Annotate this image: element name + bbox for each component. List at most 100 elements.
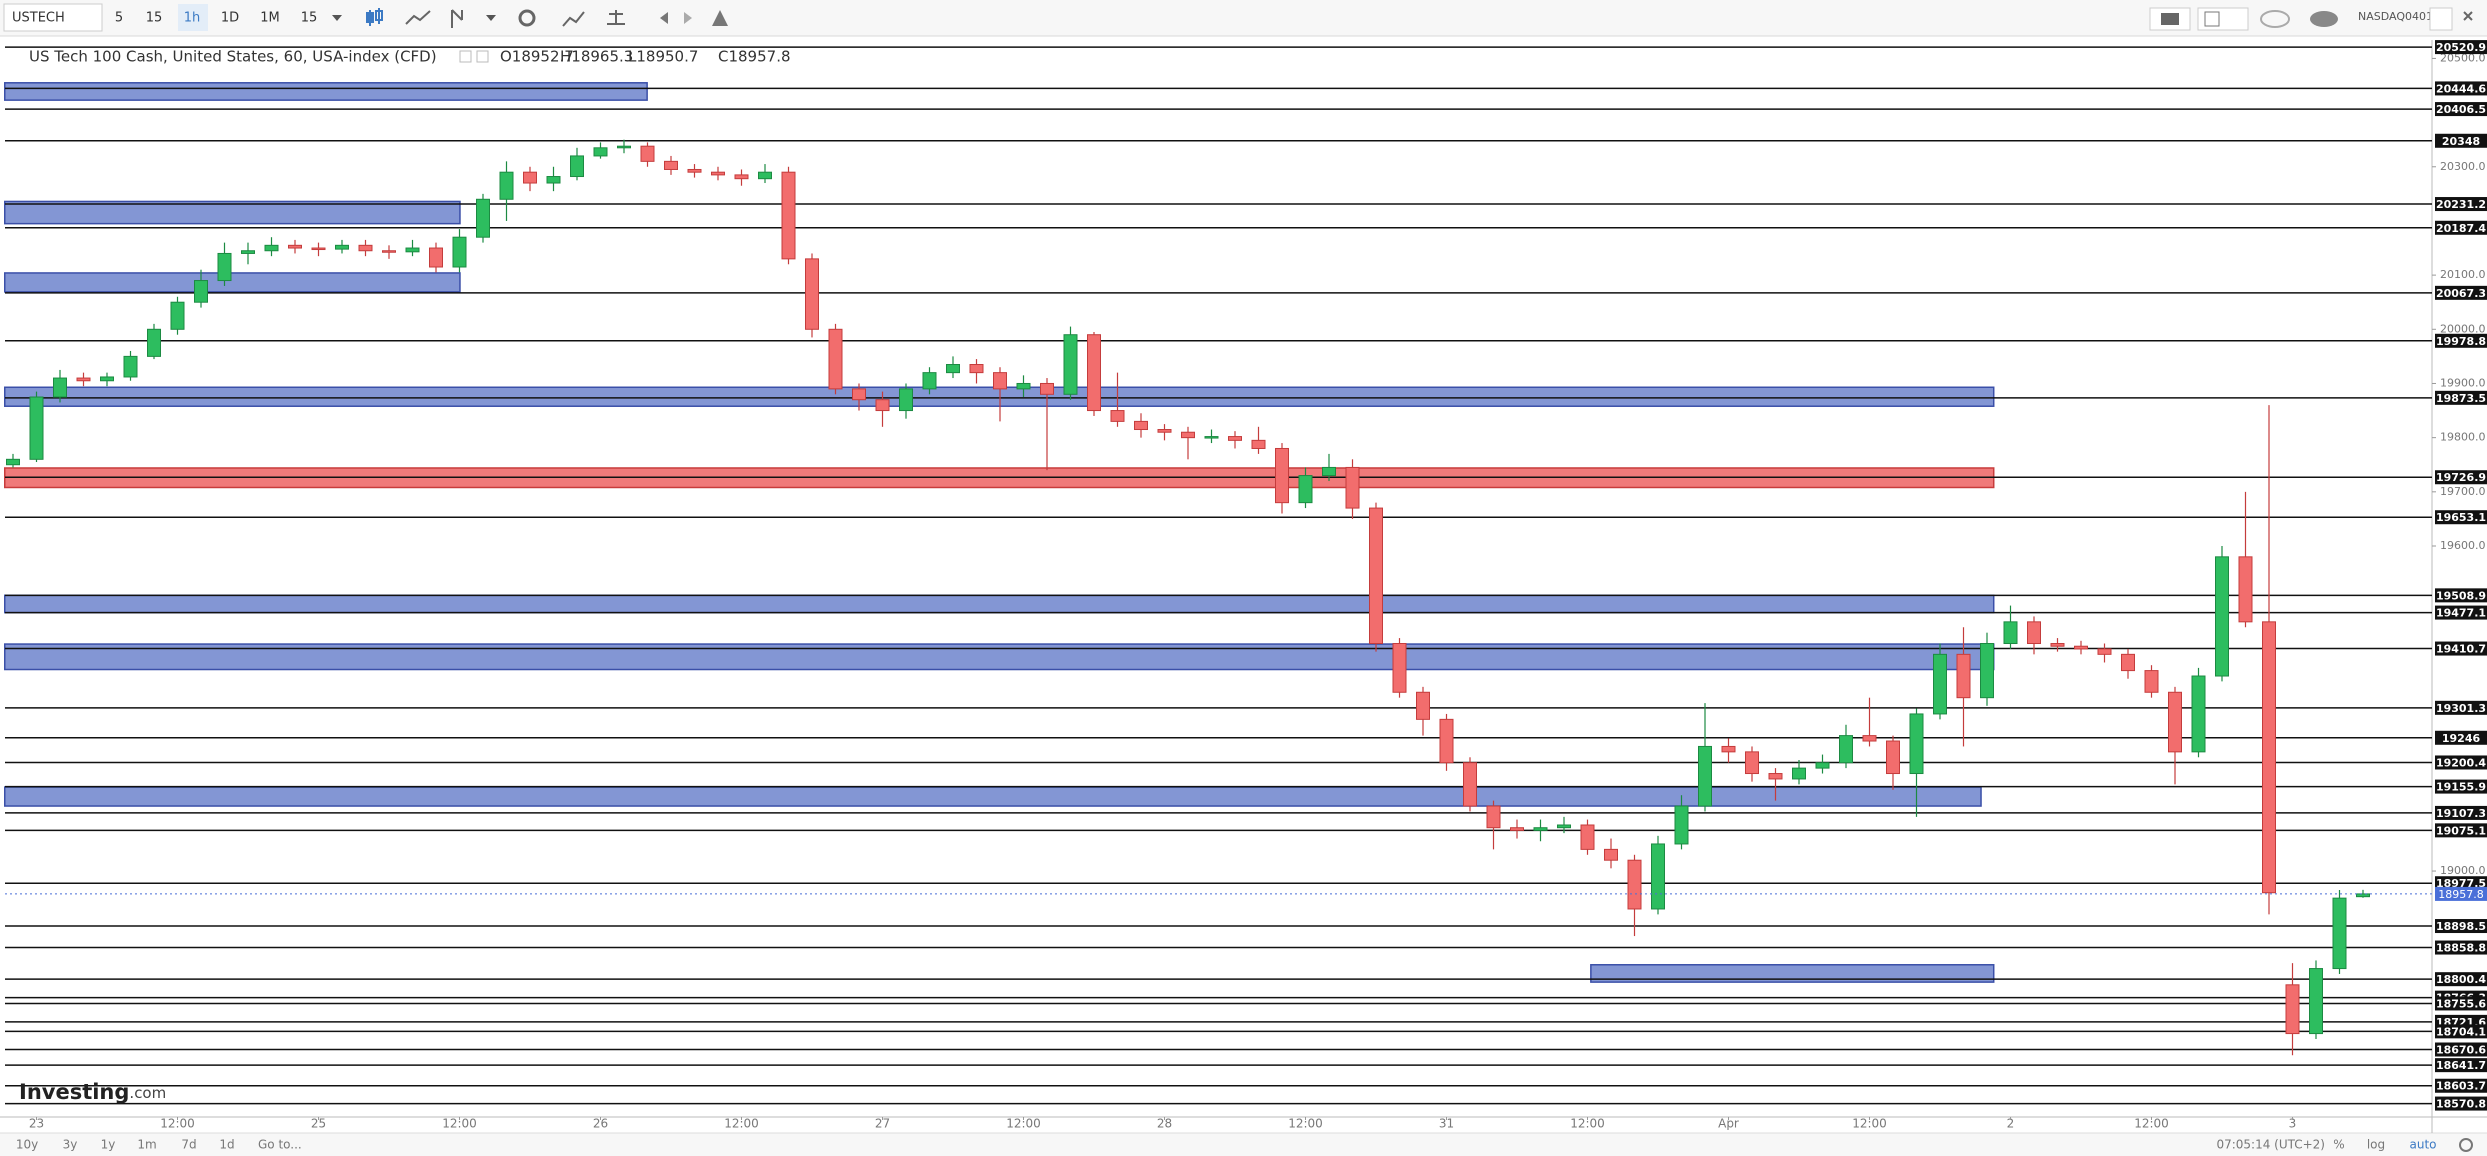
level-label: 19653.1 [2436, 511, 2486, 524]
draw-icon[interactable] [451, 9, 463, 28]
level-label: 20231.2 [2436, 198, 2486, 211]
level-label-box [2435, 730, 2487, 745]
level-label: 19246 [2442, 732, 2481, 745]
cloud-save-icon[interactable] [2310, 11, 2338, 27]
compare-icon[interactable] [607, 10, 625, 25]
toolbar [0, 0, 2487, 36]
range-button[interactable]: 7d [181, 1138, 196, 1152]
candle-body [1745, 751, 1759, 775]
level-label-box [2435, 1024, 2487, 1039]
candle-body [1886, 740, 1900, 775]
candle-body [1768, 773, 1783, 780]
zone [4, 82, 648, 101]
y-tick-label: 20000.0 [2440, 322, 2486, 335]
candle-body [828, 328, 843, 390]
level-label-box [2435, 779, 2487, 794]
interval-button[interactable]: 15 [146, 11, 163, 26]
candle-body [1251, 439, 1266, 449]
cloud-load-icon[interactable] [2260, 10, 2290, 28]
range-button[interactable]: 1y [101, 1138, 116, 1152]
scale-option[interactable]: auto [2409, 1138, 2436, 1152]
alert-icon[interactable] [712, 10, 728, 26]
watermark-brand: Investing.com [19, 1080, 166, 1104]
candle-body [617, 145, 631, 149]
header-icon[interactable] [476, 50, 489, 63]
current-price-label: 18957.8 [2438, 888, 2484, 901]
chart-type-icon[interactable] [366, 8, 383, 26]
interval-dropdown[interactable] [332, 15, 342, 21]
candle-body [264, 244, 279, 252]
draw-dropdown[interactable] [486, 15, 496, 21]
candle-body [852, 388, 866, 401]
x-tick-label: 2 [2007, 1117, 2015, 1131]
scale-option[interactable]: log [2367, 1138, 2385, 1152]
range-button[interactable]: 10y [16, 1138, 38, 1152]
watermark-suffix: .com [129, 1084, 166, 1102]
candle-body [2191, 675, 2206, 753]
candle-body [1439, 718, 1454, 764]
line-icon[interactable] [405, 10, 431, 25]
candle-body [875, 399, 890, 412]
candle-body [6, 458, 20, 466]
undo-icon[interactable] [660, 12, 668, 24]
ohlc-close: C18957.8 [718, 48, 791, 66]
candle-body [1463, 762, 1477, 807]
candle-body [899, 388, 913, 412]
indicator-icon[interactable] [562, 11, 585, 27]
layout-button[interactable] [2197, 7, 2249, 31]
symbol[interactable]: USTECH [12, 11, 65, 26]
fullscreen-icon[interactable] [2463, 11, 2473, 21]
level-label: 18858.8 [2436, 942, 2486, 955]
symbol-box[interactable] [3, 3, 103, 32]
level-label-box [2435, 940, 2487, 955]
range-button[interactable]: 1m [137, 1138, 156, 1152]
zone [4, 272, 461, 293]
level-label-box [2435, 823, 2487, 838]
interval-button[interactable]: 5 [115, 11, 123, 26]
scale-option[interactable]: % [2333, 1138, 2344, 1152]
candle-body [100, 376, 114, 382]
candle-body [1510, 827, 1524, 831]
level-label-box [2435, 333, 2487, 348]
interval-button[interactable]: 1h [184, 11, 201, 26]
level-label-box [2435, 755, 2487, 770]
header-icon[interactable] [459, 50, 472, 63]
menu-button[interactable] [2429, 7, 2453, 31]
candle-body [1016, 382, 1031, 390]
level-label: 18570.8 [2436, 1098, 2486, 1111]
candle-body [1604, 848, 1618, 861]
candle-body [2285, 984, 2300, 1035]
level-label: 18641.7 [2436, 1059, 2486, 1072]
range-button[interactable]: 1d [219, 1138, 234, 1152]
interval-button[interactable]: 1D [221, 11, 239, 26]
footer-settings[interactable] [2459, 1138, 2473, 1152]
range-button[interactable]: 3y [63, 1138, 78, 1152]
candle-body [29, 396, 44, 460]
level-label: 19301.3 [2436, 702, 2486, 715]
ohlc-open: O18952.7 [500, 48, 574, 66]
redo-icon[interactable] [684, 12, 692, 24]
x-tick-label: 12:00 [1570, 1117, 1605, 1131]
candle-body [546, 176, 561, 184]
level-label-box [2435, 133, 2487, 148]
candle-body [335, 244, 349, 250]
candle-body [499, 171, 514, 200]
candle-body [1533, 827, 1548, 831]
settings-icon[interactable] [518, 9, 536, 27]
candle-body [2027, 621, 2041, 645]
level-label-box [2435, 510, 2487, 525]
candle-body [1839, 735, 1853, 764]
y-tick-label: 20300.0 [2440, 160, 2486, 173]
candle-body [993, 372, 1007, 390]
level-label: 18603.7 [2436, 1080, 2486, 1093]
level-label: 19200.4 [2436, 756, 2486, 769]
candle-body [2003, 621, 2018, 645]
x-tick-label: 25 [311, 1117, 326, 1131]
candle-body [476, 198, 490, 238]
interval-button[interactable]: 15 [301, 11, 318, 26]
interval-button[interactable]: 1M [260, 11, 280, 26]
zone [4, 200, 461, 225]
goto-button[interactable]: Go to... [258, 1138, 302, 1152]
x-tick-label: 12:00 [442, 1117, 477, 1131]
candle-body [1157, 429, 1172, 433]
